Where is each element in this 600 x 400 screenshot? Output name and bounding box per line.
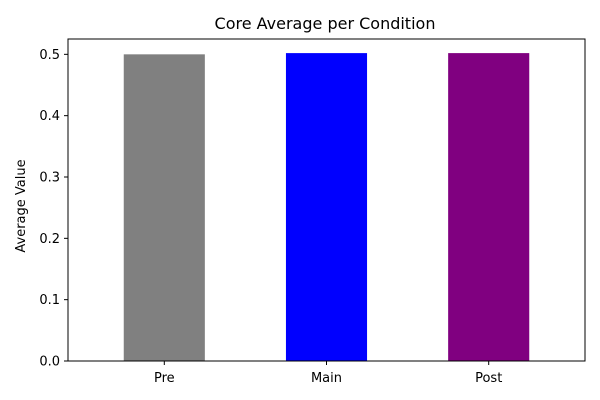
y-tick-label: 0.4: [39, 109, 60, 124]
y-tick-label: 0.5: [39, 48, 60, 63]
y-tick-label: 0.3: [39, 171, 60, 186]
y-tick-label: 0.2: [39, 232, 60, 247]
bar-pre: [123, 54, 205, 361]
x-tick-label-pre: Pre: [154, 371, 175, 386]
y-axis-ticks: 0.0 0.1 0.2 0.3 0.4 0.5: [39, 48, 68, 370]
plot-area-frame: [67, 38, 586, 362]
x-tick-label-post: Post: [475, 371, 502, 386]
chart-title: Core Average per Condition: [215, 14, 436, 33]
x-axis-ticks: Pre Main Post: [154, 361, 502, 386]
x-tick-label-main: Main: [311, 371, 342, 386]
y-axis-label: Average Value: [14, 159, 29, 252]
y-tick-label: 0.0: [39, 355, 60, 370]
y-tick-label: 0.1: [39, 293, 60, 308]
bar-post: [448, 53, 530, 362]
bar-main: [285, 53, 368, 362]
bars-group: [123, 53, 530, 362]
